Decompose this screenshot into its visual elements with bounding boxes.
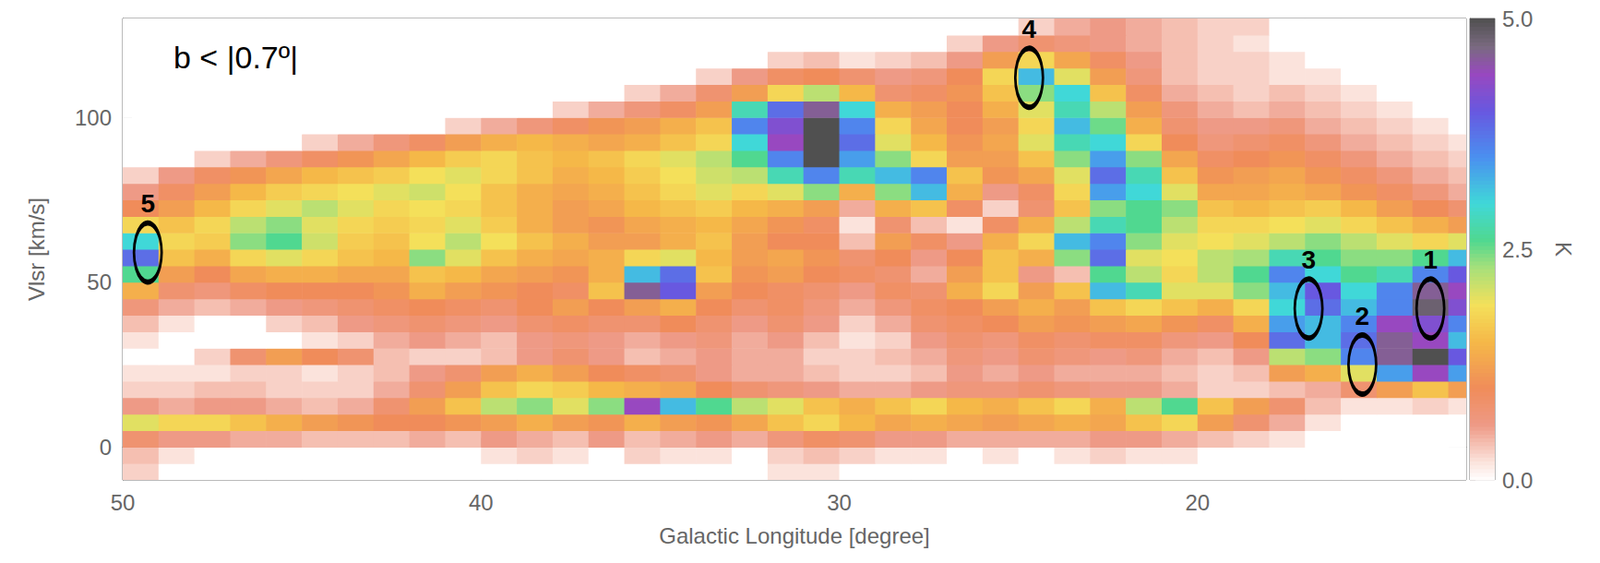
svg-text:3: 3: [1301, 245, 1316, 275]
svg-text:30: 30: [826, 489, 852, 515]
svg-text:1: 1: [1422, 245, 1438, 275]
svg-text:K: K: [1551, 241, 1577, 257]
svg-text:5: 5: [140, 189, 156, 218]
svg-text:40: 40: [468, 489, 494, 515]
svg-text:Vlsr [km/s]: Vlsr [km/s]: [23, 197, 49, 301]
svg-text:50: 50: [86, 269, 112, 295]
svg-text:0: 0: [99, 434, 112, 460]
svg-text:100: 100: [74, 105, 112, 131]
svg-text:b < |0.7º|: b < |0.7º|: [173, 39, 299, 75]
svg-text:50: 50: [110, 489, 136, 515]
svg-text:5.0: 5.0: [1502, 6, 1533, 32]
svg-text:20: 20: [1184, 489, 1210, 515]
svg-text:Galactic Longitude [degree]: Galactic Longitude [degree]: [658, 523, 931, 549]
svg-text:2.5: 2.5: [1502, 237, 1533, 263]
svg-text:4: 4: [1022, 14, 1038, 44]
svg-text:0.0: 0.0: [1502, 467, 1533, 493]
svg-text:2: 2: [1355, 301, 1371, 331]
